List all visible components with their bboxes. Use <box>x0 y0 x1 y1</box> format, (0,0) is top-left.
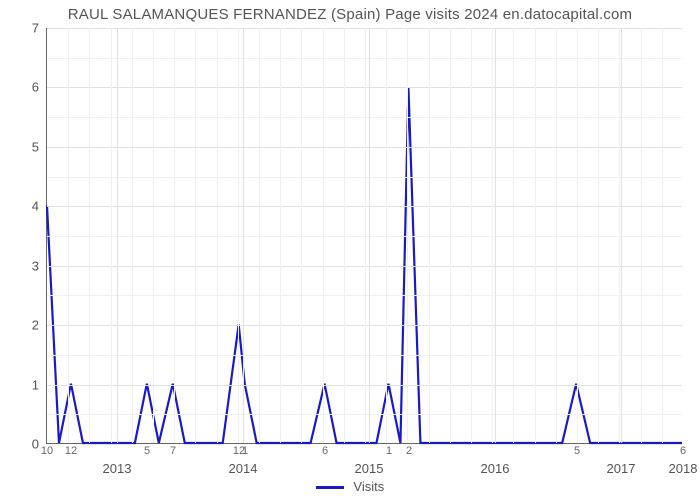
grid-vertical-minor <box>365 28 366 443</box>
x-minor-label: 1 <box>242 443 248 457</box>
legend: Visits <box>0 479 700 494</box>
x-minor-label: 5 <box>574 443 580 457</box>
grid-vertical <box>495 28 496 443</box>
grid-vertical-minor <box>450 28 451 443</box>
grid-vertical-minor <box>301 28 302 443</box>
grid-vertical-minor <box>492 28 493 443</box>
y-tick-label: 6 <box>32 80 47 95</box>
x-year-label: 2016 <box>481 443 510 476</box>
x-minor-label: 5 <box>144 443 150 457</box>
grid-vertical <box>621 28 622 443</box>
grid-vertical-minor <box>429 28 430 443</box>
legend-swatch <box>316 486 344 489</box>
grid-vertical <box>369 28 370 443</box>
grid-vertical-minor <box>535 28 536 443</box>
x-minor-label: 6 <box>322 443 328 457</box>
y-tick-label: 5 <box>32 139 47 154</box>
x-year-label: 2017 <box>607 443 636 476</box>
grid-vertical-minor <box>259 28 260 443</box>
grid-vertical <box>243 28 244 443</box>
grid-vertical-minor <box>195 28 196 443</box>
grid-vertical-minor <box>641 28 642 443</box>
grid-vertical-minor <box>280 28 281 443</box>
legend-label: Visits <box>353 479 384 494</box>
grid-vertical-minor <box>111 28 112 443</box>
grid-vertical-minor <box>513 28 514 443</box>
grid-vertical-minor <box>89 28 90 443</box>
y-tick-label: 2 <box>32 318 47 333</box>
grid-vertical-minor <box>386 28 387 443</box>
grid-vertical-minor <box>238 28 239 443</box>
y-tick-label: 3 <box>32 258 47 273</box>
grid-vertical-minor <box>556 28 557 443</box>
grid-vertical-minor <box>174 28 175 443</box>
x-minor-label: 7 <box>170 443 176 457</box>
grid-vertical-minor <box>407 28 408 443</box>
grid-vertical-minor <box>344 28 345 443</box>
y-tick-label: 4 <box>32 199 47 214</box>
grid-vertical <box>117 28 118 443</box>
grid-vertical-minor <box>598 28 599 443</box>
grid-vertical-minor <box>577 28 578 443</box>
grid-vertical-minor <box>153 28 154 443</box>
x-minor-label: 2 <box>406 443 412 457</box>
grid-vertical-minor <box>323 28 324 443</box>
grid-vertical-minor <box>132 28 133 443</box>
y-tick-label: 7 <box>32 21 47 36</box>
grid-vertical-minor <box>68 28 69 443</box>
y-tick-label: 1 <box>32 377 47 392</box>
chart-plot-area: 0123456720132014201520162017201810125712… <box>46 28 682 444</box>
grid-vertical-minor <box>217 28 218 443</box>
x-minor-label: 10 <box>41 443 53 457</box>
grid-vertical-minor <box>662 28 663 443</box>
x-year-label: 2013 <box>103 443 132 476</box>
x-minor-label: 12 <box>65 443 77 457</box>
x-year-label: 2015 <box>355 443 384 476</box>
chart-title: RAUL SALAMANQUES FERNANDEZ (Spain) Page … <box>0 6 700 23</box>
x-minor-label: 1 <box>386 443 392 457</box>
grid-vertical-minor <box>471 28 472 443</box>
x-minor-label: 6 <box>680 443 686 457</box>
